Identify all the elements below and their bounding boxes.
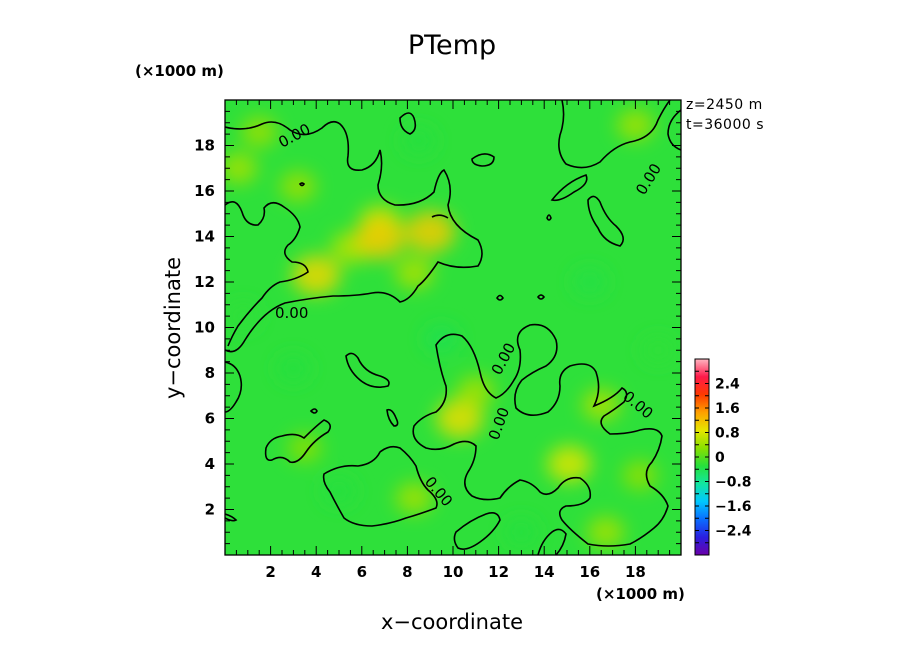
y-tick-label: 14 bbox=[194, 228, 215, 246]
heatmap-cell bbox=[395, 256, 434, 289]
heatmap-cell bbox=[436, 398, 484, 439]
contour-line bbox=[386, 408, 399, 427]
y-tick-labels: 2 4 6 8 10 12 14 16 18 bbox=[194, 137, 215, 519]
heatmap-cell bbox=[504, 517, 539, 547]
x-tick-label: 2 bbox=[265, 563, 275, 581]
contour-line bbox=[322, 445, 438, 527]
contour-line bbox=[550, 174, 588, 202]
heatmap-cell bbox=[355, 217, 406, 260]
heatmap-cell bbox=[641, 336, 675, 365]
contour-line bbox=[536, 294, 546, 300]
info-time: t=36000 s bbox=[686, 117, 764, 133]
y-scale-note: (×1000 m) bbox=[135, 62, 224, 80]
heatmap-cell bbox=[616, 109, 654, 141]
contour-line bbox=[264, 419, 332, 464]
x-tick-label: 4 bbox=[311, 563, 321, 581]
heatmap-cell bbox=[405, 211, 456, 253]
zero-contours bbox=[225, 100, 681, 555]
x-tick-label: 14 bbox=[534, 563, 555, 581]
contour-line bbox=[309, 408, 318, 414]
y-axis-label: y−coordinate bbox=[161, 256, 185, 400]
y-tick-label: 18 bbox=[194, 137, 215, 155]
colorbar-label: −1.6 bbox=[715, 499, 752, 515]
colorbar-labels: 2.4 1.6 0.8 0 −0.8 −1.6 −2.4 bbox=[715, 377, 752, 540]
x-axis-label: x−coordinate bbox=[380, 610, 524, 634]
heatmap-cell bbox=[276, 354, 311, 383]
colorbar-label: −2.4 bbox=[715, 524, 752, 540]
heatmap-cell bbox=[457, 375, 495, 407]
x-tick-label: 8 bbox=[402, 563, 412, 581]
contour-line bbox=[298, 182, 306, 187]
heatmap-cell bbox=[622, 460, 658, 491]
heatmap-cell bbox=[225, 152, 258, 184]
y-tick-label: 2 bbox=[205, 501, 215, 519]
x-tick-label: 18 bbox=[625, 563, 646, 581]
y-tick-label: 16 bbox=[194, 182, 215, 200]
chart-title: PTemp bbox=[407, 30, 497, 61]
contour-line bbox=[399, 112, 417, 135]
y-tick-label: 6 bbox=[205, 410, 215, 428]
contour-line bbox=[225, 120, 483, 353]
x-tick-label: 12 bbox=[488, 563, 509, 581]
colorbar-label: 1.6 bbox=[715, 401, 740, 417]
heatmap-cell bbox=[582, 388, 621, 421]
heatmap-cell bbox=[241, 116, 278, 148]
contour-line bbox=[496, 294, 504, 301]
contour-line bbox=[546, 214, 552, 221]
heatmap-cell bbox=[287, 433, 322, 463]
contour-line bbox=[345, 352, 390, 388]
contour-line bbox=[667, 109, 681, 151]
colorbar-label: 0.8 bbox=[715, 426, 740, 442]
y-tick-label: 4 bbox=[205, 455, 215, 473]
contour-line bbox=[471, 153, 495, 167]
y-tick-label: 12 bbox=[194, 273, 215, 291]
contour-line bbox=[537, 528, 567, 555]
heatmap-cell bbox=[547, 445, 592, 483]
heatmap-cell bbox=[322, 476, 356, 506]
contour-line bbox=[412, 323, 669, 547]
heatmap-cell bbox=[279, 171, 316, 202]
heatmap-cell bbox=[395, 482, 433, 514]
colorbar: 2.4 1.6 0.8 0 −0.8 −1.6 −2.4 bbox=[694, 358, 752, 556]
contour-line bbox=[558, 100, 671, 169]
y-tick-label: 10 bbox=[194, 319, 215, 337]
x-tick-label: 6 bbox=[357, 563, 367, 581]
x-tick-label: 16 bbox=[579, 563, 600, 581]
heatmap-cell bbox=[587, 516, 625, 548]
y-tick-label: 8 bbox=[205, 364, 215, 382]
contour-label: 0.00 bbox=[275, 304, 308, 322]
x-tick-label: 10 bbox=[443, 563, 464, 581]
colorbar-ticks bbox=[695, 370, 709, 544]
contour-line bbox=[225, 361, 243, 413]
x-scale-note: (×1000 m) bbox=[596, 585, 685, 603]
heatmap-cell bbox=[401, 126, 436, 156]
contour-line bbox=[453, 512, 501, 550]
axis-ticks bbox=[225, 100, 681, 555]
info-level: z=2450 m bbox=[686, 97, 763, 113]
contour-line bbox=[587, 195, 624, 247]
contour-line bbox=[431, 214, 449, 219]
colorbar-label: −0.8 bbox=[715, 475, 752, 491]
heatmap-cell bbox=[572, 267, 608, 297]
colorbar-label: 2.4 bbox=[715, 377, 740, 393]
heatmap-cell bbox=[292, 255, 341, 296]
contour-line bbox=[225, 200, 309, 347]
x-tick-labels: 2 4 6 8 10 12 14 16 18 bbox=[265, 563, 645, 581]
contour-line bbox=[225, 513, 238, 522]
colorbar-label: 0 bbox=[715, 450, 725, 466]
